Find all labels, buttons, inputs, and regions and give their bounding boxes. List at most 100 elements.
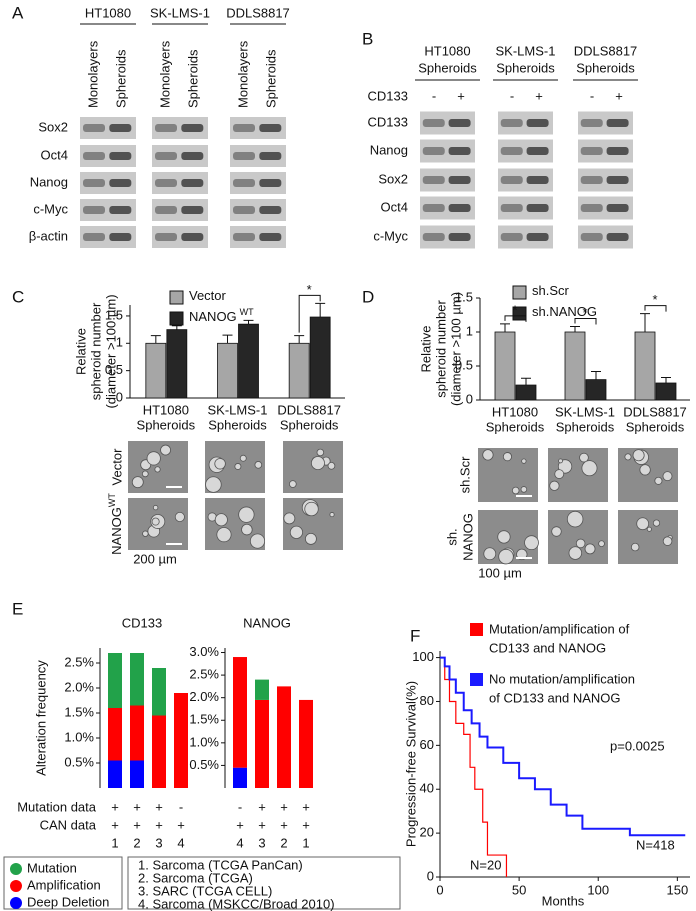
bar-segment xyxy=(130,653,144,706)
blot-band xyxy=(109,152,132,160)
legend-label: Mutation xyxy=(27,860,77,875)
legend-box xyxy=(3,856,123,910)
x-tick-label: SK-LMS-1 xyxy=(208,402,268,417)
error-bar xyxy=(243,319,254,325)
y-tick-label: 2.0% xyxy=(64,679,94,694)
x-axis-label: Months xyxy=(542,893,585,908)
y-tick-label: 1.5% xyxy=(189,712,219,727)
spheroid xyxy=(498,548,514,565)
blot-band xyxy=(259,179,282,187)
group-label: Spheroids xyxy=(418,60,477,75)
error-bar xyxy=(500,323,510,332)
group-label: Spheroids xyxy=(576,60,635,75)
row-text: NANOG xyxy=(109,507,124,555)
spheroid xyxy=(566,510,584,528)
legend-sup: WT xyxy=(240,307,254,317)
y-tick-label: 1 xyxy=(116,335,123,350)
legend-label: Mutation/amplification of xyxy=(489,621,630,636)
column-label: Spheroids xyxy=(263,49,278,108)
study-label: 2. Sarcoma (TCGA) xyxy=(138,870,253,885)
row-label: CD133 xyxy=(368,114,408,129)
error-bar xyxy=(150,335,161,344)
significance-bracket xyxy=(644,305,667,312)
image-row-label: sh. xyxy=(444,528,459,545)
condition-level: + xyxy=(457,88,465,103)
blot-band xyxy=(500,119,523,127)
spheroid xyxy=(579,452,589,463)
column-label: Spheroids xyxy=(113,49,128,108)
blot-band xyxy=(606,176,629,184)
legend-text: sh.Scr xyxy=(532,283,570,298)
blot-band xyxy=(83,152,105,160)
count-label: N=20 xyxy=(470,857,501,872)
y-tick-label: 60 xyxy=(420,737,434,752)
bar xyxy=(309,316,331,399)
blot-band xyxy=(526,233,549,241)
blot-band xyxy=(83,179,105,187)
p-value: p=0.0025 xyxy=(610,738,665,753)
blot-band xyxy=(233,233,255,241)
blot-band xyxy=(155,233,177,241)
legend-swatch xyxy=(470,623,483,636)
bar xyxy=(217,342,238,399)
legend-swatch xyxy=(512,285,527,300)
column-label: Spheroids xyxy=(185,49,200,108)
panel-label: B xyxy=(362,29,373,48)
significance-mark: * xyxy=(512,302,517,317)
row-sup: WT xyxy=(107,493,117,507)
x-tick-label: 100 xyxy=(587,882,609,897)
spheroid xyxy=(654,476,663,485)
column-label: Monolayers xyxy=(157,40,172,108)
significance-bracket xyxy=(574,318,597,325)
condition-level: - xyxy=(590,88,594,103)
can-flag: + xyxy=(280,817,288,832)
blot xyxy=(80,199,136,221)
mutation-flag: - xyxy=(179,799,183,814)
condition-level: - xyxy=(510,88,514,103)
row-label: c-Myc xyxy=(373,228,408,243)
legend-text: Vector xyxy=(189,288,227,303)
bar-segment xyxy=(130,705,144,761)
blot xyxy=(578,111,633,135)
spheroid xyxy=(511,486,520,495)
blot-band xyxy=(526,119,549,127)
blot xyxy=(152,172,208,194)
x-tick-label: HT1080 xyxy=(492,404,538,419)
y-axis-label: spheroid number xyxy=(433,300,448,398)
spheroid xyxy=(316,448,325,457)
bar-segment xyxy=(174,693,188,788)
row-label: Nanog xyxy=(30,174,68,189)
spheroid xyxy=(497,530,511,544)
y-tick-label: 80 xyxy=(420,693,434,708)
blot-band xyxy=(181,152,204,160)
blot xyxy=(152,199,208,221)
blot-band xyxy=(83,206,105,214)
row-label: Oct4 xyxy=(381,199,408,214)
blot xyxy=(230,199,286,221)
x-tick-label: Spheroids xyxy=(486,419,545,434)
error-bar xyxy=(591,370,601,380)
legend-label: sh.NANOG xyxy=(532,304,597,319)
condition-level: - xyxy=(432,88,436,103)
condition-label: CD133 xyxy=(368,88,408,103)
spheroid xyxy=(327,462,336,470)
legend-label: Deep Deletion xyxy=(27,894,109,909)
mutation-flag: + xyxy=(302,799,310,814)
x-tick-label: Spheroids xyxy=(208,417,267,432)
blot-band xyxy=(109,124,132,132)
blot-band xyxy=(500,176,523,184)
blot xyxy=(80,172,136,194)
legend-label: Amplification xyxy=(27,877,101,892)
blot xyxy=(420,196,475,220)
legend-label: Vector xyxy=(189,288,227,303)
blot-band xyxy=(606,147,629,155)
spheroid xyxy=(254,461,263,469)
spheroid xyxy=(483,547,497,561)
spheroid xyxy=(521,458,527,464)
blot-band xyxy=(83,124,105,132)
blot xyxy=(230,117,286,139)
survival-curve xyxy=(440,656,686,837)
bar-segment xyxy=(277,686,291,788)
y-tick-label: 2.5% xyxy=(64,654,94,669)
x-tick-label: DDLS8817 xyxy=(623,404,687,419)
